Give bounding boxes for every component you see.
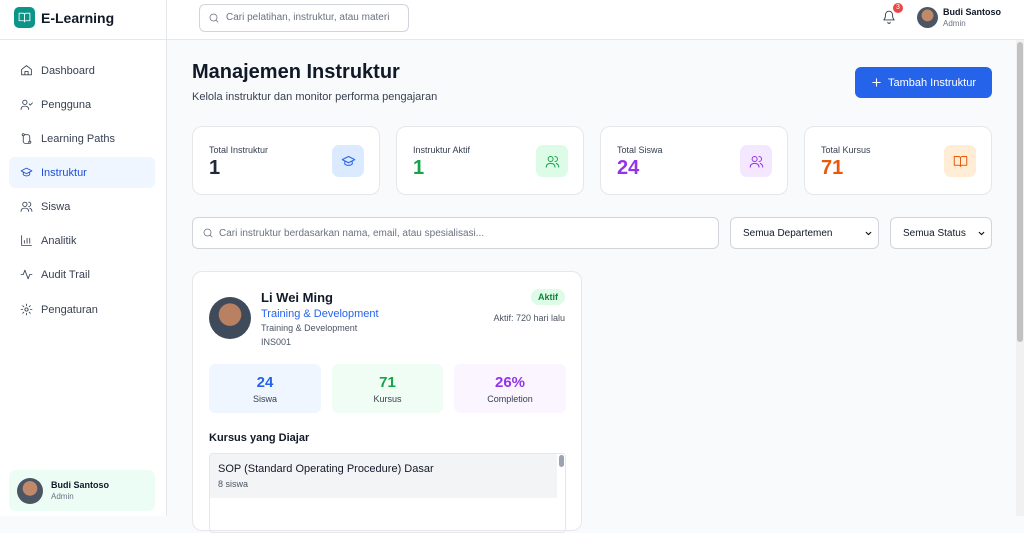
nav-label: Analitik [41, 234, 77, 247]
department-select-label: Semua Departemen [743, 228, 833, 239]
nav-item[interactable]: Siswa [9, 191, 155, 222]
status-select-label: Semua Status [903, 228, 966, 239]
add-button[interactable]: Tambah Instruktur [855, 67, 992, 98]
add-button-label: Tambah Instruktur [887, 76, 977, 89]
page-title: Manajemen Instruktur [192, 61, 400, 83]
course-item[interactable]: SOP (Standard Operating Procedure) Dasar… [210, 454, 557, 498]
stat-icon [536, 145, 568, 177]
instructor-name: Li Wei Ming [261, 290, 333, 305]
stat-icon [332, 145, 364, 177]
nav-item[interactable]: Analitik [9, 225, 155, 256]
stat-card: Total Kursus 71 [804, 126, 992, 195]
course-list: SOP (Standard Operating Procedure) Dasar… [209, 453, 566, 533]
stat-card: Total Siswa 24 [600, 126, 788, 195]
sidebar-user-role: Admin [51, 492, 74, 501]
logo-icon [14, 7, 35, 28]
nav-label: Instruktur [41, 166, 87, 179]
nav-item[interactable]: Audit Trail [9, 259, 155, 290]
metric-label: Kursus [373, 394, 402, 404]
nav-item[interactable]: Instruktur [9, 157, 155, 188]
instructor-search[interactable]: Cari instruktur berdasarkan nama, email,… [192, 217, 719, 249]
stat-icon [740, 145, 772, 177]
course-students: 8 siswa [218, 479, 249, 489]
department-select[interactable]: Semua Departemen [730, 217, 879, 249]
courses-title: Kursus yang Diajar [209, 432, 310, 444]
nav-label: Pengguna [41, 98, 92, 111]
logo-text: E-Learning [41, 10, 115, 26]
header-user-role: Admin [943, 19, 966, 28]
metric-label: Siswa [252, 394, 277, 404]
instructor-card[interactable]: Li Wei Ming Training & Development Train… [192, 271, 582, 533]
nav-label: Pengaturan [41, 303, 98, 316]
stat-card: Total Instruktur 1 [192, 126, 380, 195]
metric-label: Completion [487, 394, 533, 404]
nav-item[interactable]: Learning Paths [9, 123, 155, 154]
metric-value: 26% [494, 374, 526, 391]
status-badge: Aktif [531, 289, 565, 305]
instructor-id: INS001 [261, 337, 292, 347]
stat-label: Total Instruktur [209, 145, 269, 155]
header-avatar [917, 7, 938, 28]
sidebar-avatar [17, 478, 43, 504]
sidebar-user-card[interactable]: Budi Santoso Admin [9, 470, 155, 511]
metric-box: 71 Kursus [332, 364, 443, 413]
scrollbar-thumb [559, 455, 564, 467]
global-search[interactable]: Cari pelatihan, instruktur, atau materi [199, 4, 409, 32]
stat-value: 1 [209, 157, 221, 179]
notification-bell[interactable] [882, 10, 898, 26]
sidebar [0, 0, 167, 516]
nav-item[interactable]: Pengguna [9, 89, 155, 120]
metric-box: 24 Siswa [209, 364, 321, 413]
nav-label: Audit Trail [41, 268, 90, 281]
sidebar-divider [166, 0, 167, 40]
stat-value: 71 [821, 157, 844, 179]
search-placeholder: Cari pelatihan, instruktur, atau materi [226, 12, 390, 23]
instructor-avatar [209, 297, 251, 339]
stat-icon [944, 145, 976, 177]
nav-label: Siswa [41, 200, 71, 213]
sidebar-user-name: Budi Santoso [51, 480, 109, 490]
instructor-specialization[interactable]: Training & Development [261, 308, 379, 320]
header [0, 0, 1024, 40]
page-scrollbar [1016, 40, 1024, 516]
nav-label: Dashboard [41, 64, 95, 77]
stat-label: Total Kursus [821, 145, 871, 155]
instructor-search-placeholder: Cari instruktur berdasarkan nama, email,… [219, 228, 485, 239]
stat-value: 24 [617, 157, 640, 179]
nav-item[interactable]: Dashboard [9, 55, 155, 86]
page-subtitle: Kelola instruktur dan monitor performa p… [192, 91, 438, 103]
metric-value: 24 [256, 374, 274, 391]
stat-card: Instruktur Aktif 1 [396, 126, 584, 195]
stat-label: Total Siswa [617, 145, 663, 155]
metric-box: 26% Completion [454, 364, 566, 413]
nav-label: Learning Paths [41, 132, 115, 145]
notification-badge: 3 [893, 3, 903, 13]
header-user-name: Budi Santoso [943, 7, 1001, 17]
instructor-department: Training & Development [261, 323, 358, 333]
stat-value: 1 [413, 157, 425, 179]
status-select[interactable]: Semua Status [890, 217, 992, 249]
nav-item[interactable]: Pengaturan [9, 294, 155, 325]
last-active: Aktif: 720 hari lalu [493, 313, 565, 323]
metric-value: 71 [379, 374, 396, 391]
stat-label: Instruktur Aktif [413, 145, 471, 155]
course-title: SOP (Standard Operating Procedure) Dasar [218, 463, 434, 475]
